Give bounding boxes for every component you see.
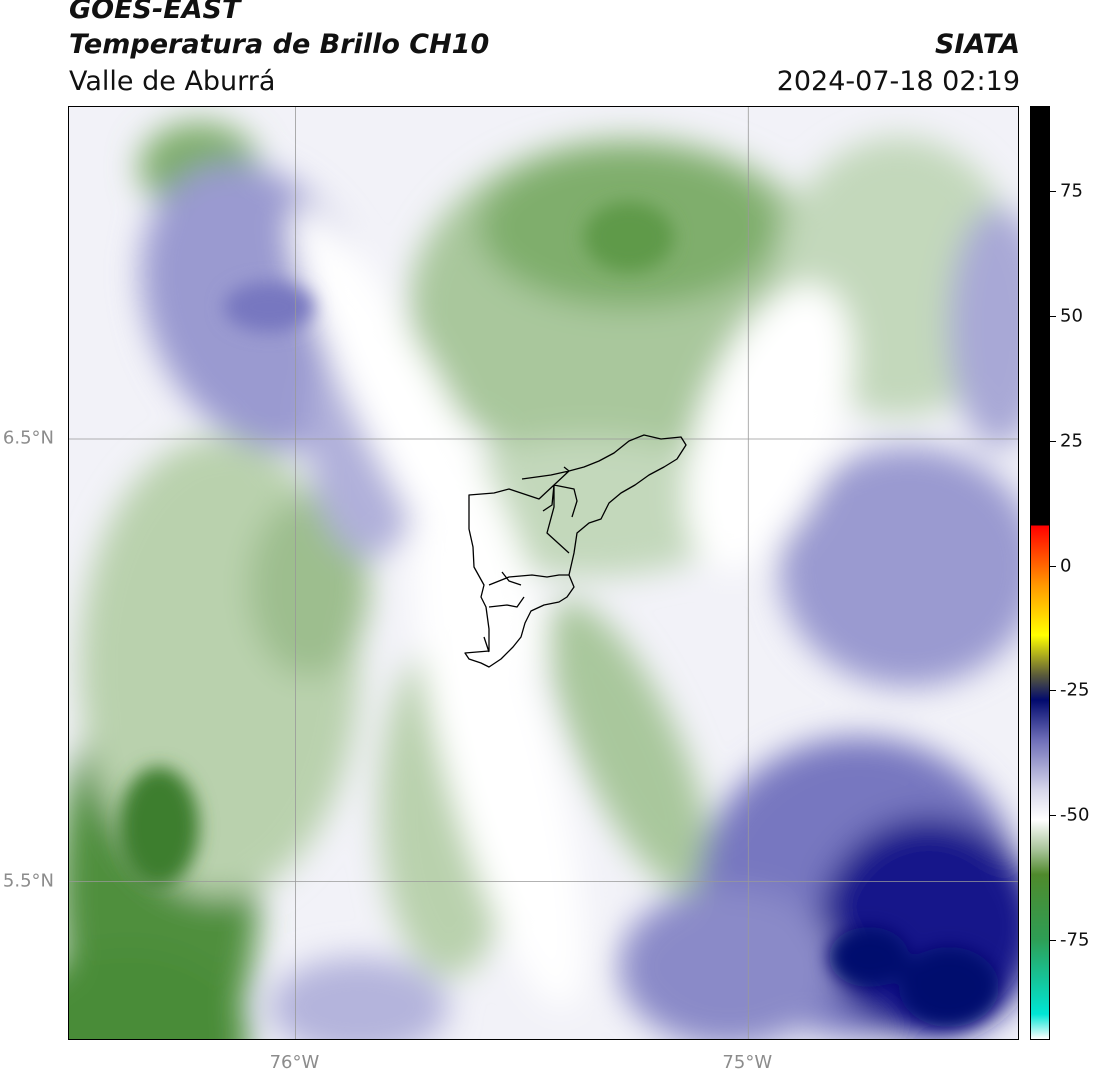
colorbar-tick-mark	[1050, 940, 1056, 942]
colorbar-tick-label: -50	[1060, 804, 1090, 826]
region-subtitle: Valle de Aburrá	[69, 66, 276, 97]
colorbar-tick-label: 25	[1060, 430, 1083, 452]
colorbar-tick-mark	[1050, 690, 1056, 692]
brightness-temperature-map[interactable]	[68, 106, 1019, 1040]
colorbar-tick-label: 0	[1060, 555, 1072, 576]
longitude-label: 76°W	[269, 1052, 320, 1073]
map-canvas	[69, 107, 1018, 1039]
coordinate-gridlines	[69, 107, 1018, 1039]
colorbar-tick-label: 50	[1060, 305, 1083, 327]
temperature-field	[69, 107, 1018, 1039]
colorbar-tick-mark	[1050, 190, 1056, 192]
colorbar-tick-mark	[1050, 440, 1056, 442]
temperature-colorbar	[1030, 106, 1050, 1040]
organization-label: SIATA	[934, 29, 1020, 60]
satellite-title: GOES-EAST	[69, 0, 241, 25]
colorbar-tick-label: -25	[1060, 679, 1090, 701]
colorbar-tick-label: -75	[1060, 929, 1090, 951]
colorbar-tick-mark	[1050, 315, 1056, 317]
latitude-label: 6.5°N	[2, 427, 54, 449]
valle-de-aburra-municipal-boundaries	[464, 434, 687, 668]
timestamp-label: 2024-07-18 02:19	[776, 66, 1020, 97]
colorbar-tick-mark	[1050, 565, 1056, 567]
product-title: Temperatura de Brillo CH10	[69, 29, 490, 60]
longitude-label: 75°W	[722, 1052, 773, 1073]
latitude-label: 5.5°N	[2, 870, 54, 892]
colorbar-tick-label: 75	[1060, 180, 1083, 202]
colorbar-tick-mark	[1050, 815, 1056, 817]
